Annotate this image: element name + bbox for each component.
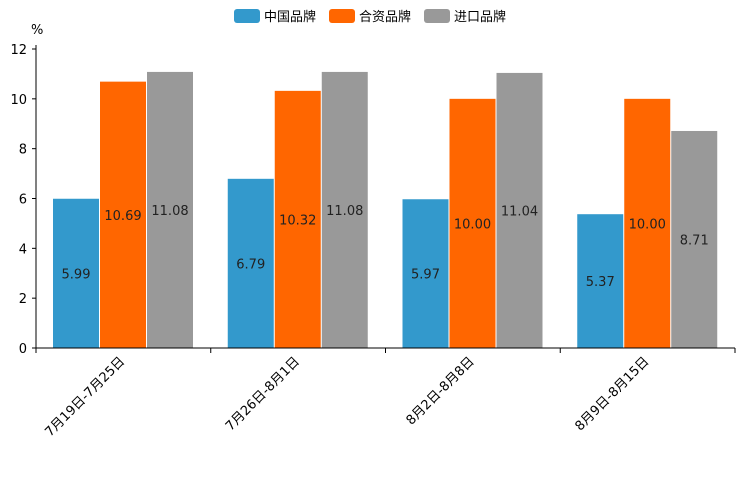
bar-3-1 [147, 71, 193, 348]
value-label: 10.00 [454, 217, 491, 232]
value-label: 5.99 [62, 267, 91, 282]
value-label: 10.32 [279, 213, 316, 228]
value-label: 10.69 [104, 209, 141, 224]
legend-label: 进口品牌 [454, 9, 506, 25]
x-category-label: 7月26日-8月1日 [223, 354, 303, 434]
bar-2-2 [274, 90, 321, 349]
bar-2-1 [100, 81, 146, 348]
bar-1-1 [53, 198, 99, 348]
x-category-label: 8月9日-8月15日 [573, 354, 653, 434]
value-label: 10.00 [629, 217, 666, 232]
value-label: 11.04 [501, 204, 538, 219]
x-category-label: 8月2日-8月8日 [404, 354, 478, 428]
bar-1-3 [402, 199, 449, 348]
bar-3-4 [671, 130, 718, 348]
y-tick-label: 8 [19, 143, 27, 158]
y-axis-unit-label: % [31, 23, 43, 38]
y-tick-label: 10 [10, 93, 27, 108]
y-tick-label: 2 [19, 292, 27, 307]
bar-2-3 [449, 98, 496, 348]
y-axis: 0 2 4 6 8 10 12 [10, 43, 37, 357]
bar-1-4 [577, 214, 624, 348]
y-tick-label: 0 [19, 342, 27, 357]
legend-label: 中国品牌 [264, 9, 316, 25]
legend-swatch [234, 9, 260, 23]
x-axis: 7月19日-7月25日 7月26日-8月1日 8月2日-8月8日 8月9日-8月15日 [35, 347, 736, 440]
y-tick-label: 12 [10, 43, 27, 58]
legend-swatch [424, 9, 450, 23]
y-tick-label: 4 [19, 242, 27, 257]
x-category-label: 7月19日-7月25日 [42, 354, 128, 440]
bar-3-2 [321, 71, 368, 348]
bar-2-4 [624, 98, 671, 348]
value-label: 5.37 [586, 275, 615, 290]
value-label: 5.97 [411, 268, 440, 283]
value-label: 8.71 [680, 233, 709, 248]
legend-label: 合资品牌 [359, 9, 411, 25]
bars [53, 71, 718, 349]
bar-3-3 [496, 72, 543, 349]
legend-swatch [329, 9, 355, 23]
y-tick-label: 6 [19, 193, 27, 208]
bar-1-2 [227, 178, 274, 348]
legend: 中国品牌 合资品牌 进口品牌 [234, 9, 506, 25]
value-label: 11.08 [326, 204, 363, 219]
value-labels: 5.99 10.69 11.08 6.79 10.32 11.08 5.97 10.00 11.… [62, 204, 709, 290]
value-label: 11.08 [151, 204, 188, 219]
value-label: 6.79 [236, 257, 265, 272]
